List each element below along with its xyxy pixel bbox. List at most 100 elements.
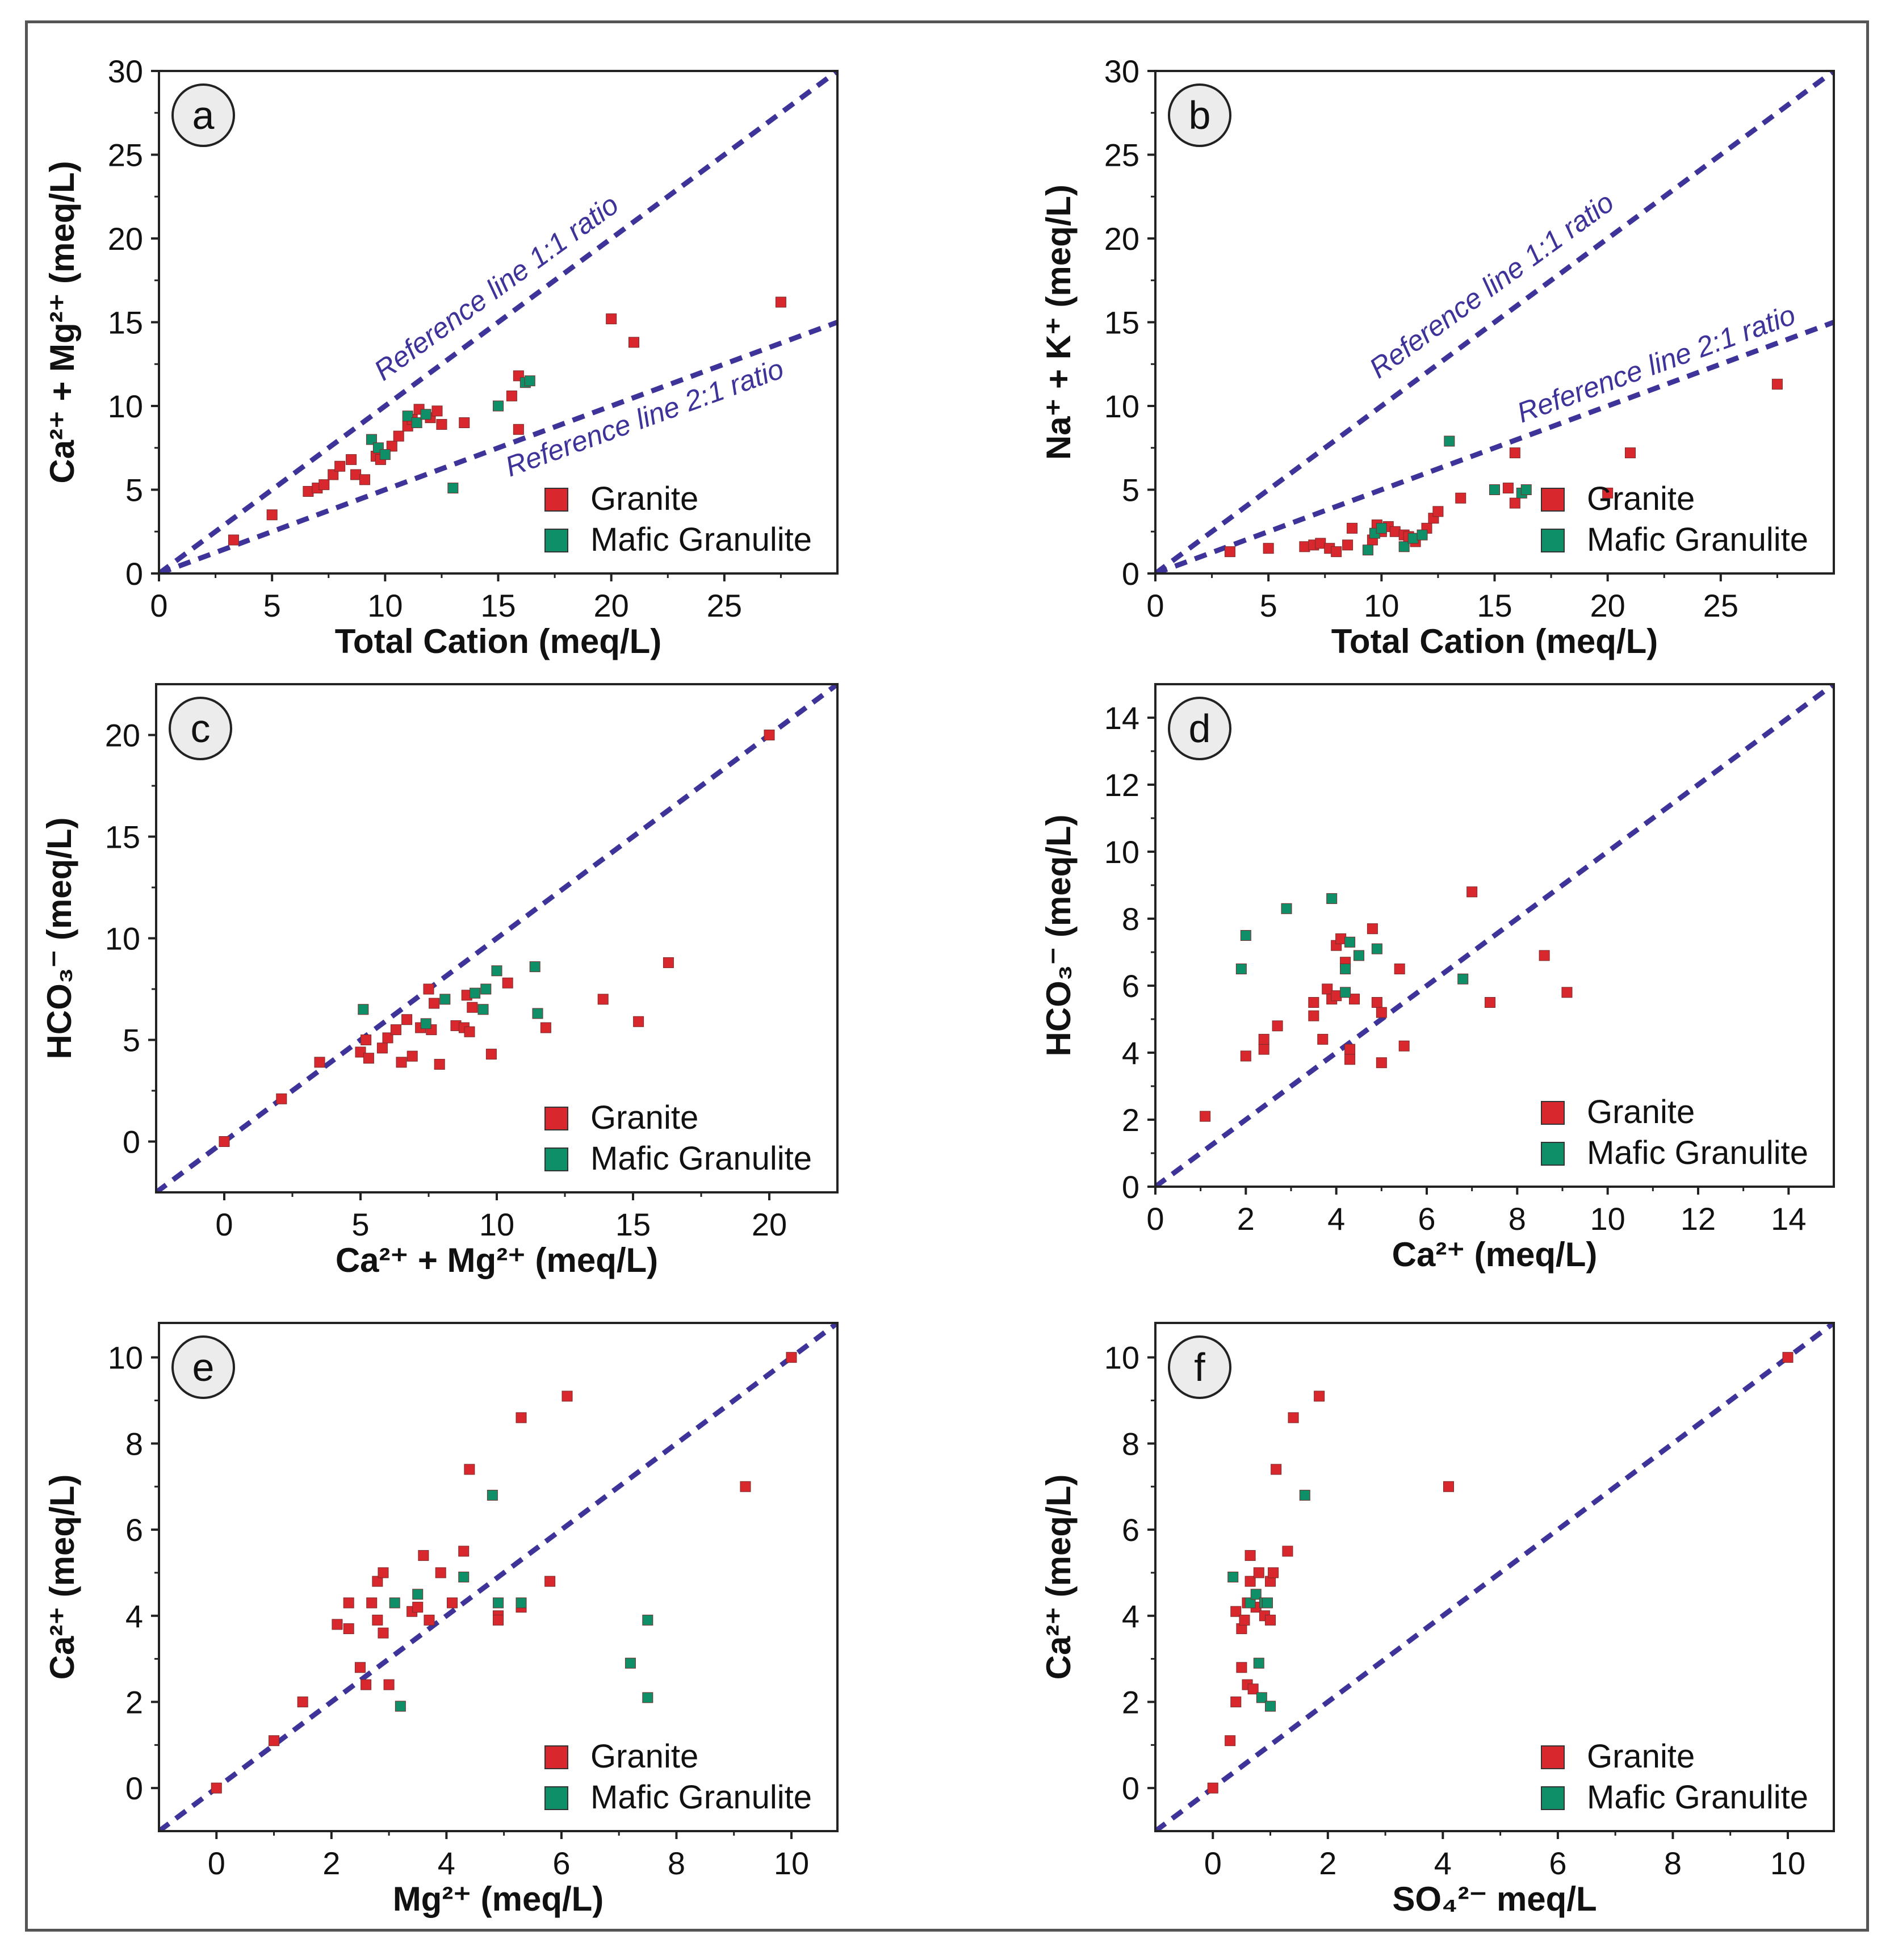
data-point — [1509, 497, 1520, 509]
panel-label: d — [1189, 706, 1211, 751]
plot-frame — [158, 1322, 839, 1832]
y-tick-label: 14 — [1104, 700, 1139, 736]
y-tick-label: 20 — [105, 718, 140, 753]
y-axis-label: Na⁺ + K⁺ (meq/L) — [1040, 185, 1078, 460]
data-point — [1344, 1054, 1356, 1065]
data-point — [516, 1597, 527, 1609]
data-point — [435, 1567, 446, 1578]
legend-label-granite: Granite — [590, 480, 698, 517]
data-point — [228, 534, 239, 546]
data-point — [424, 1614, 435, 1626]
data-point — [1335, 933, 1347, 944]
x-axis-label: Mg²⁺ (meq/L) — [393, 1880, 604, 1918]
data-point — [328, 469, 339, 480]
plot-frame — [1154, 683, 1835, 1188]
y-tick-label: 10 — [1104, 388, 1139, 424]
series-mafic-granulite — [366, 375, 535, 494]
legend: Granite Mafic Granulite — [544, 480, 812, 558]
y-tick-label: 6 — [1122, 968, 1139, 1004]
axis-ticks: 0 5 10 15 20 25 0 5 10 15 20 25 30 — [1104, 53, 1778, 623]
legend: Granite Mafic Granulite — [544, 1738, 812, 1816]
legend-label-mafic-granulite: Mafic Granulite — [1587, 521, 1808, 558]
x-tick-label: 6 — [1418, 1201, 1435, 1237]
panel-label: e — [192, 1345, 215, 1389]
data-point — [390, 1024, 401, 1036]
data-point — [411, 417, 422, 428]
x-tick-label: 5 — [351, 1207, 369, 1242]
x-tick-label: 8 — [1664, 1845, 1682, 1881]
data-point — [1489, 484, 1500, 495]
data-point — [1394, 964, 1405, 974]
y-tick-label: 4 — [1122, 1598, 1139, 1634]
data-point — [1340, 964, 1351, 974]
data-point — [493, 1597, 504, 1609]
plot-frame — [1154, 1322, 1835, 1832]
series-granite — [211, 1352, 797, 1794]
data-point — [386, 441, 397, 452]
x-tick-label: 20 — [752, 1207, 787, 1242]
legend-swatch-granite — [544, 488, 568, 512]
x-tick-label: 14 — [1771, 1201, 1806, 1237]
data-point — [1317, 1033, 1329, 1045]
y-tick-label: 15 — [105, 819, 140, 855]
data-point — [389, 1597, 400, 1609]
x-tick-label: 10 — [367, 588, 403, 623]
data-point — [407, 1050, 418, 1062]
data-point — [1349, 994, 1360, 1005]
data-point — [1314, 1391, 1325, 1402]
panel-badge — [1168, 83, 1231, 147]
data-point — [1326, 893, 1338, 904]
data-point — [1322, 983, 1333, 995]
data-point — [1299, 1489, 1310, 1501]
data-point — [393, 430, 404, 442]
data-point — [1502, 483, 1514, 494]
data-point — [1258, 1044, 1269, 1055]
data-point — [1389, 526, 1401, 537]
x-tick-label: 20 — [1590, 588, 1625, 623]
data-point — [269, 1735, 280, 1747]
data-point — [1200, 1111, 1211, 1122]
panel-label: a — [192, 93, 215, 137]
data-point — [303, 485, 314, 497]
data-point — [513, 424, 524, 435]
data-point — [346, 454, 357, 465]
data-point — [343, 1597, 354, 1609]
x-tick-label: 4 — [1434, 1845, 1452, 1881]
data-point — [1331, 546, 1342, 558]
data-point — [1539, 950, 1550, 961]
data-point — [383, 1679, 395, 1690]
data-point — [366, 1597, 378, 1609]
y-tick-label: 8 — [1122, 1426, 1139, 1461]
data-point — [378, 1627, 389, 1639]
data-point — [1308, 1010, 1319, 1021]
reference-line-2to1 — [1155, 320, 1834, 573]
data-point — [1265, 1614, 1276, 1626]
data-point — [350, 469, 362, 480]
reference-line-2to1-label: Reference line 2:1 ratio — [501, 353, 788, 483]
legend-swatch-granite — [1541, 1101, 1565, 1125]
x-tick-label: 5 — [1260, 588, 1277, 623]
data-point — [1239, 1614, 1250, 1626]
y-axis-label: HCO₃⁻ (meq/L) — [40, 817, 78, 1059]
data-point — [378, 1567, 389, 1578]
x-tick-label: 25 — [707, 588, 742, 623]
data-point — [642, 1614, 653, 1626]
data-point — [276, 1093, 287, 1104]
y-tick-label: 10 — [108, 1340, 143, 1376]
data-point — [396, 1057, 407, 1068]
data-point — [1466, 886, 1478, 898]
data-point — [1253, 1567, 1264, 1578]
legend: Granite Mafic Granulite — [1541, 480, 1808, 558]
data-point — [1457, 973, 1469, 985]
panel-badge — [171, 1335, 235, 1399]
y-tick-label: 2 — [125, 1684, 143, 1720]
chart-panel-f: 0 2 4 6 8 10 0 2 4 6 8 10 SO₄²⁻ meq/L Ca²⁺ (meq/L) f Gr… — [1040, 1322, 1835, 1918]
y-tick-label: 10 — [105, 921, 140, 957]
data-point — [1398, 1040, 1410, 1052]
data-point — [740, 1481, 751, 1492]
data-point — [343, 1623, 354, 1635]
y-tick-label: 5 — [1122, 472, 1139, 508]
y-tick-label: 0 — [123, 1124, 140, 1160]
